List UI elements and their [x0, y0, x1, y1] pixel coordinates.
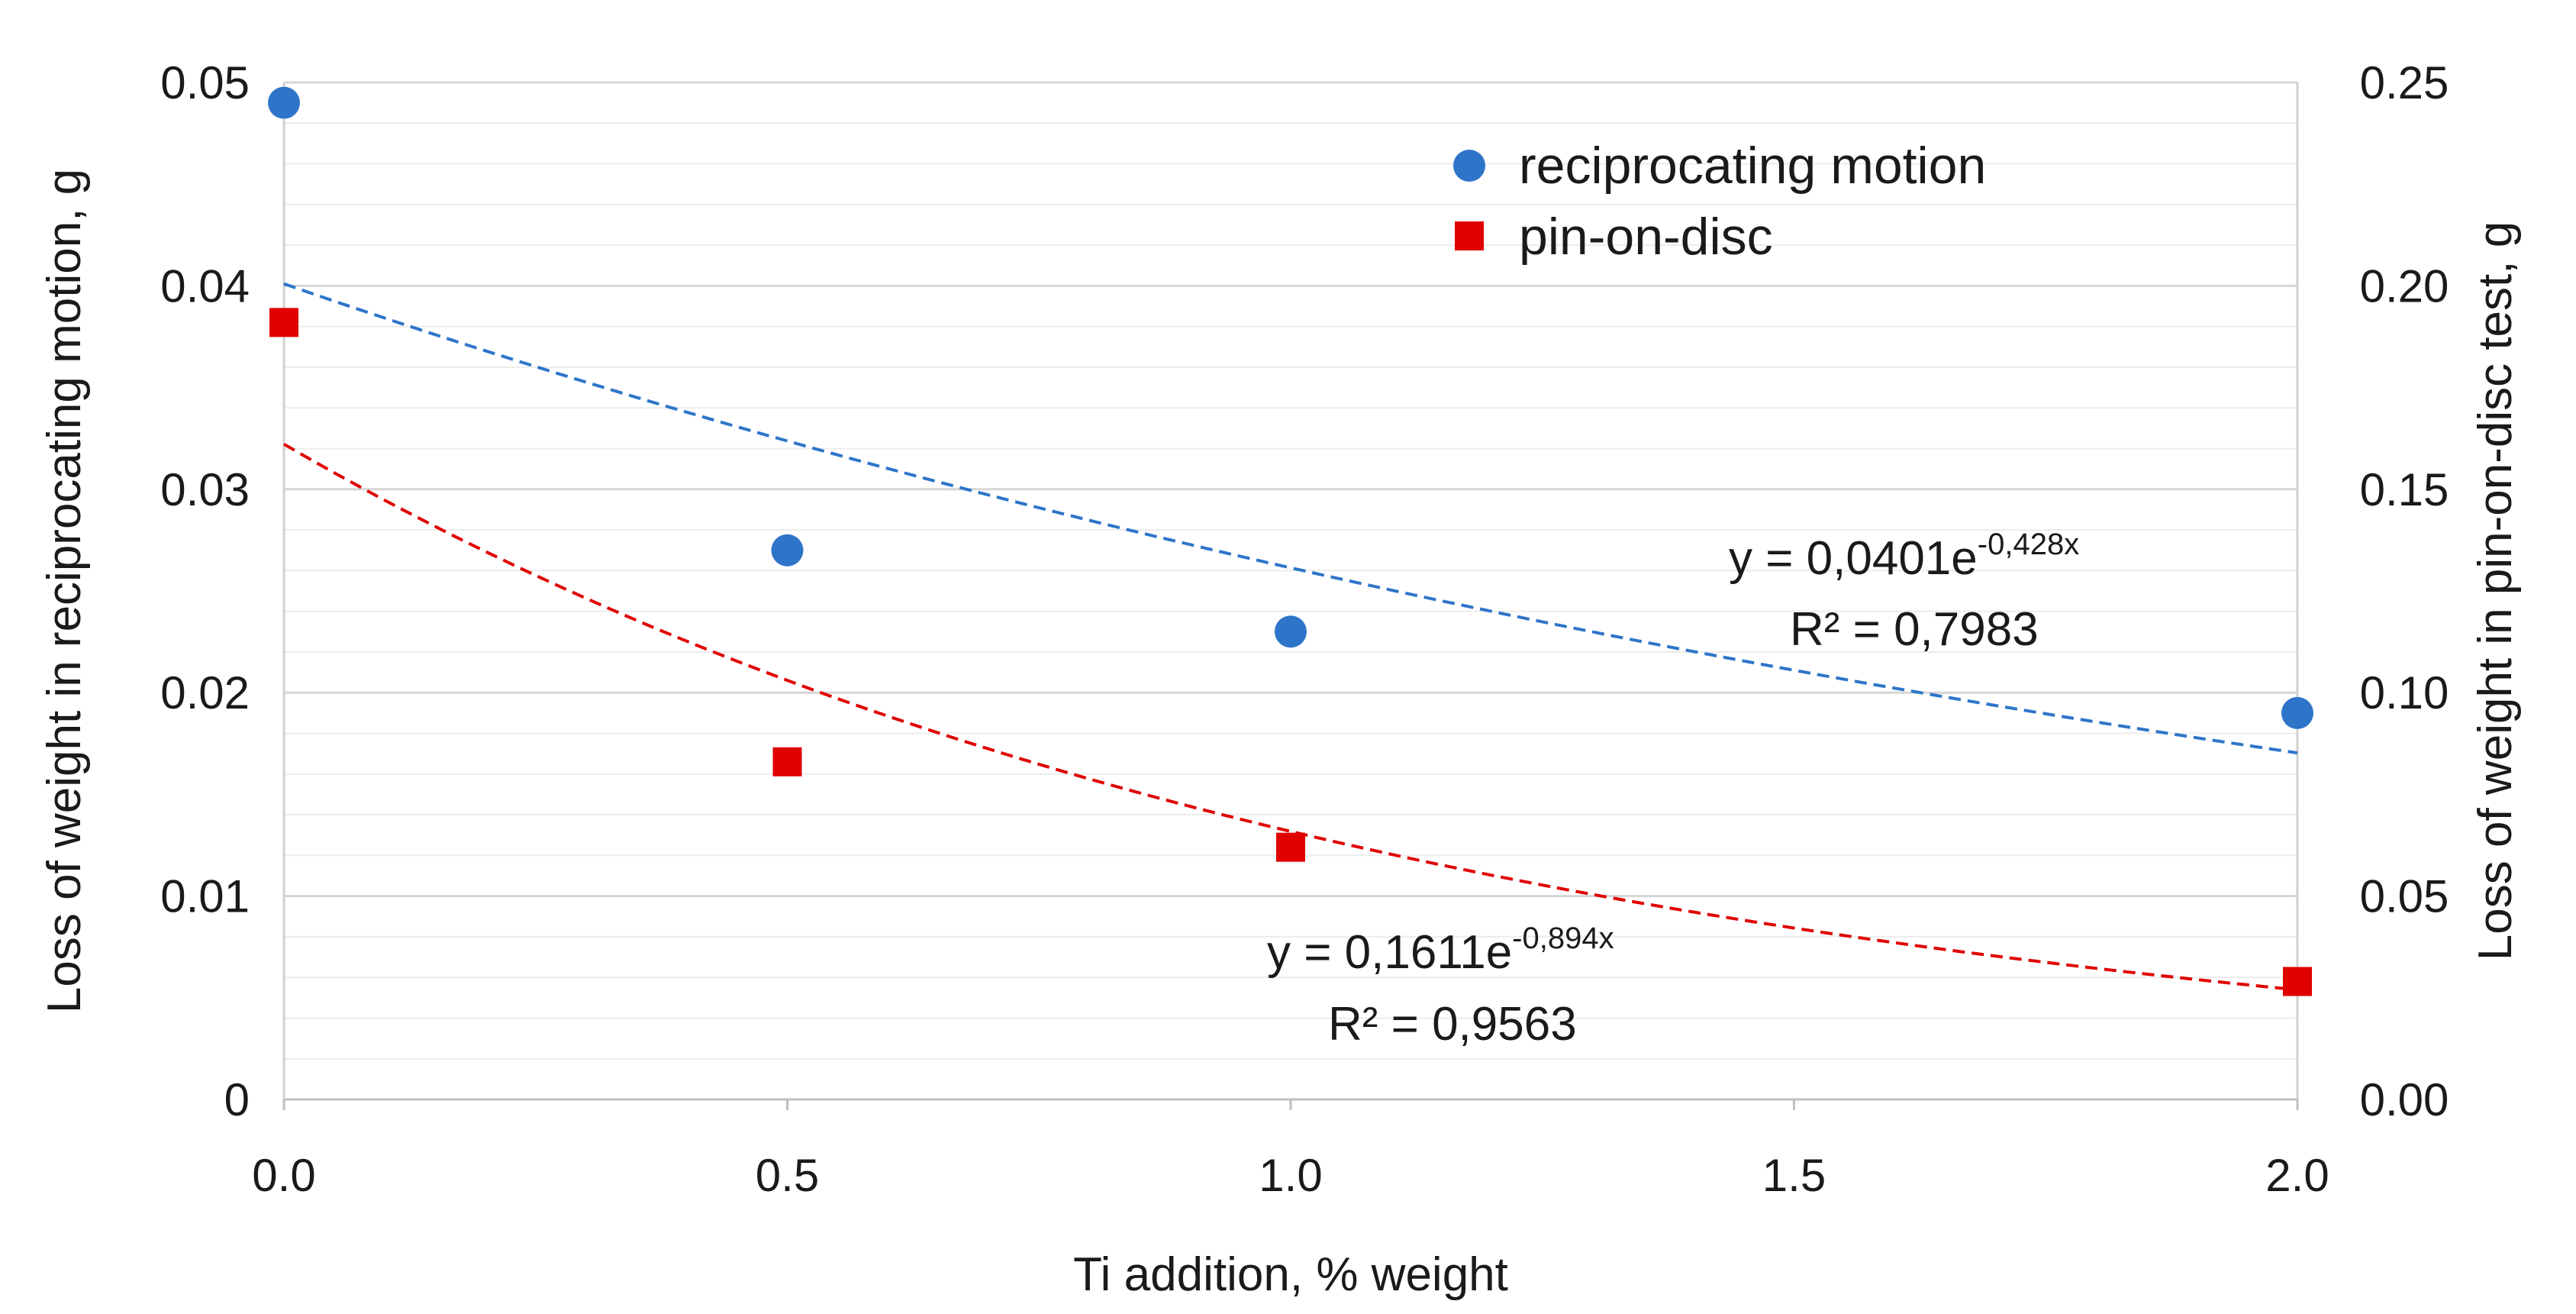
- trendline-pin-on-disc: [283, 442, 2298, 992]
- point-reciprocating: [1275, 615, 1307, 648]
- equation-reciprocating: y = 0,0401e-0,428x R² = 0,7983: [1729, 528, 2079, 656]
- y-left-axis-title: Loss of weight in reciprocating motion, …: [38, 169, 91, 1013]
- equation-pin-on-disc-base: y = 0,1611e: [1267, 926, 1512, 979]
- x-tick-label: 0.0: [252, 1150, 315, 1201]
- point-pin-on-disc: [772, 747, 802, 776]
- y-left-tick-label: 0.04: [160, 260, 250, 312]
- trendline-reciprocating: [283, 282, 2298, 755]
- equation-pin-on-disc-r2: R² = 0,9563: [1328, 998, 1577, 1051]
- equation-reciprocating-exponent: -0,428x: [1978, 528, 2079, 561]
- equation-reciprocating-r2: R² = 0,7983: [1790, 603, 2039, 656]
- legend: reciprocating motion pin-on-disc: [1453, 137, 1986, 266]
- x-tick-label: 1.0: [1259, 1150, 1322, 1201]
- point-reciprocating: [268, 86, 300, 119]
- y-right-tick-label: 0.25: [2360, 57, 2449, 108]
- minor-gridlines: [284, 122, 2297, 1060]
- y-right-tick-label: 0.00: [2360, 1074, 2449, 1125]
- point-pin-on-disc: [269, 308, 298, 337]
- legend-marker-reciprocating: [1453, 150, 1485, 182]
- x-tick-label: 0.5: [756, 1150, 819, 1201]
- y-left-tick-label: 0.01: [160, 871, 250, 922]
- y-right-tick-label: 0.05: [2360, 871, 2449, 922]
- y-right-tick-label: 0.15: [2360, 464, 2449, 515]
- x-tick-label: 1.5: [1762, 1150, 1826, 1201]
- y-right-axis-title: Loss of weight in pin-on-disc test, g: [2469, 221, 2522, 960]
- x-axis-title: Ti addition, % weight: [1073, 1248, 1508, 1301]
- y-right-tick-label: 0.20: [2360, 260, 2449, 312]
- equation-pin-on-disc-formula: y = 0,1611e-0,894x: [1267, 922, 1614, 979]
- x-tick-label: 2.0: [2265, 1150, 2329, 1201]
- equation-pin-on-disc: y = 0,1611e-0,894x R² = 0,9563: [1267, 922, 1614, 1051]
- legend-marker-pin-on-disc: [1455, 221, 1484, 250]
- trendlines: [283, 282, 2298, 992]
- legend-label-pin-on-disc: pin-on-disc: [1519, 208, 1773, 266]
- y-left-tick-label: 0.02: [160, 667, 250, 718]
- point-pin-on-disc: [2283, 967, 2312, 996]
- data-points: [268, 86, 2313, 996]
- legend-label-reciprocating: reciprocating motion: [1519, 137, 1986, 195]
- y-right-tick-label: 0.10: [2360, 667, 2449, 718]
- point-reciprocating: [2281, 696, 2313, 729]
- point-pin-on-disc: [1276, 832, 1305, 862]
- y-left-tick-labels: 0 0.01 0.02 0.03 0.04 0.05: [160, 57, 250, 1125]
- equation-pin-on-disc-exponent: -0,894x: [1512, 922, 1614, 955]
- y-left-tick-label: 0: [224, 1074, 250, 1125]
- major-gridlines: [284, 81, 2297, 898]
- x-tick-labels: 0.0 0.5 1.0 1.5 2.0: [252, 1099, 2329, 1201]
- point-reciprocating: [771, 534, 804, 567]
- equation-reciprocating-base: y = 0,0401e: [1729, 532, 1978, 585]
- y-left-tick-label: 0.03: [160, 464, 250, 515]
- y-right-tick-labels: 0.00 0.05 0.10 0.15 0.20 0.25: [2360, 57, 2449, 1125]
- y-left-tick-label: 0.05: [160, 57, 250, 108]
- equation-reciprocating-formula: y = 0,0401e-0,428x: [1729, 528, 2079, 585]
